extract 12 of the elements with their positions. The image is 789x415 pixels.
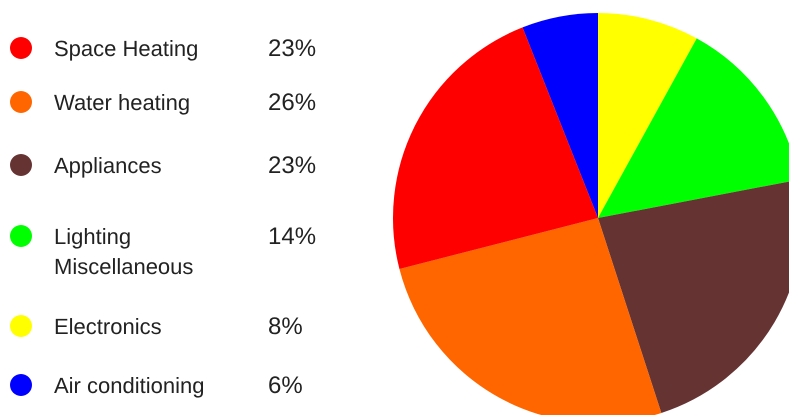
legend-label: Appliances (54, 152, 163, 180)
legend-label: Water heating (54, 89, 192, 117)
data-label: 26% (268, 88, 316, 118)
data-label: 14% (268, 222, 316, 252)
legend-label: Lighting Miscellaneous (54, 223, 194, 281)
legend-label: Electronics (54, 313, 163, 341)
data-label: 8% (268, 312, 303, 342)
data-label: 23% (268, 34, 316, 64)
data-label: 23% (268, 151, 316, 181)
legend-label: Space Heating (54, 35, 200, 63)
legend-label: Air conditioning (54, 372, 206, 400)
data-label: 6% (268, 371, 303, 401)
